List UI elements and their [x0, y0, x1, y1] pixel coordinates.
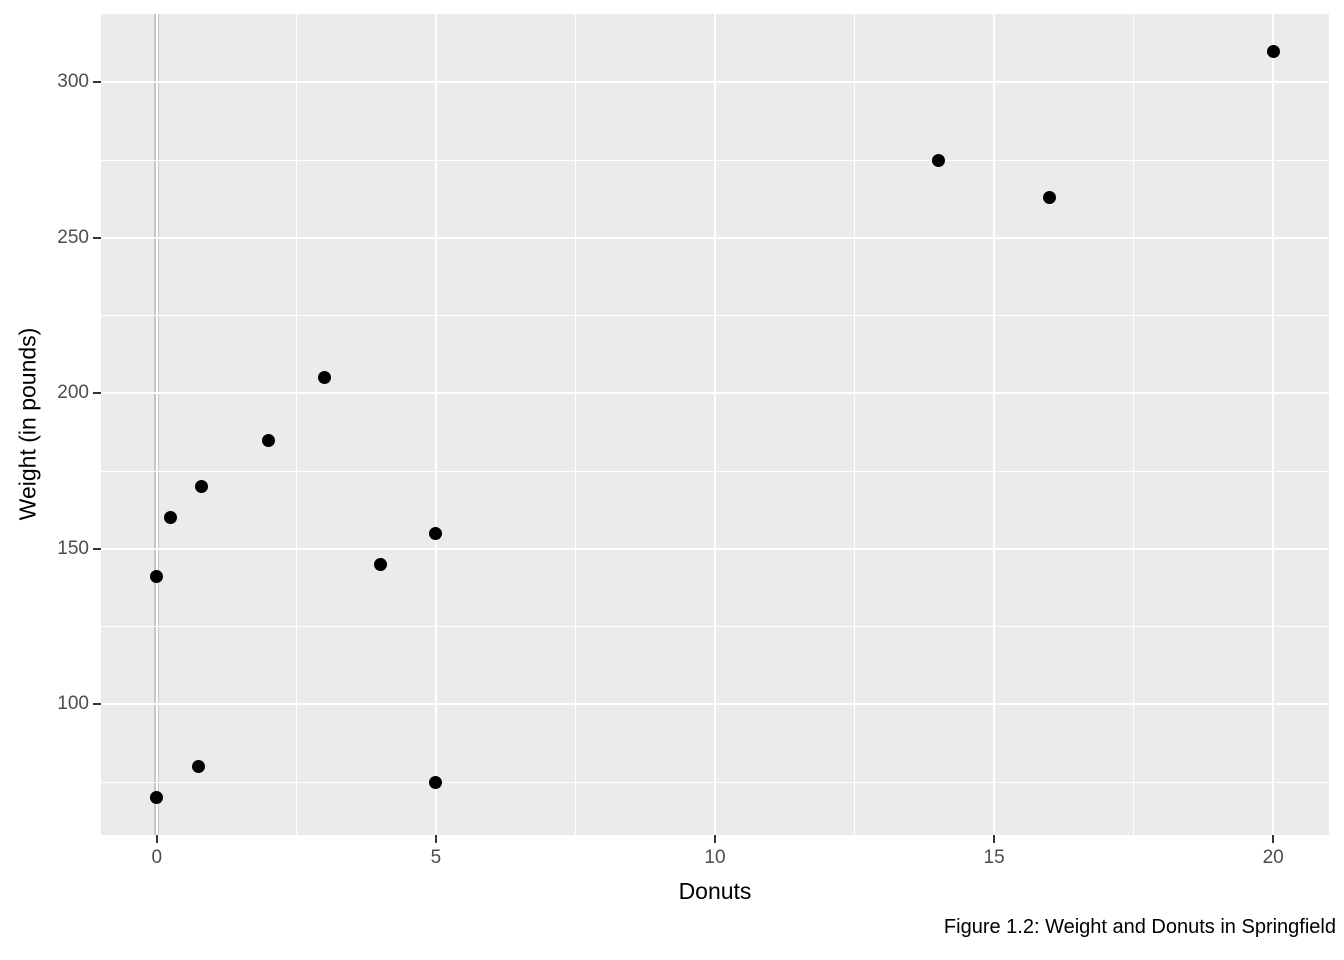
y-tick-label: 250 — [57, 226, 89, 248]
x-major-gridline — [993, 14, 996, 835]
x-major-gridline — [714, 14, 716, 835]
y-tick-mark — [93, 547, 101, 550]
y-tick-mark — [93, 392, 101, 395]
x-axis-title: Donuts — [678, 878, 752, 904]
x-tick-mark — [714, 835, 716, 843]
data-point — [317, 371, 331, 385]
y-tick-label: 300 — [57, 71, 89, 93]
x-minor-gridline — [1133, 14, 1135, 835]
x-tick-mark — [434, 835, 437, 843]
data-point — [164, 511, 178, 525]
x-minor-gridline — [574, 14, 576, 835]
data-point — [1266, 44, 1280, 58]
y-major-gridline — [101, 547, 1329, 550]
figure-caption: Figure 1.2: Weight and Donuts in Springf… — [943, 916, 1336, 938]
x-minor-gridline — [854, 14, 856, 835]
x-tick-label: 0 — [151, 847, 163, 868]
y-tick-label: 150 — [57, 537, 89, 559]
y-axis-title: Weight (in pounds) — [14, 327, 41, 521]
x-tick-mark — [993, 835, 996, 843]
x-major-gridline — [155, 14, 158, 835]
data-point — [429, 775, 443, 789]
y-major-gridline — [101, 392, 1329, 395]
y-tick-label: 100 — [57, 693, 89, 715]
x-tick-label: 10 — [704, 847, 726, 868]
y-tick-mark — [93, 703, 101, 706]
x-tick-mark — [155, 835, 158, 843]
x-tick-label: 20 — [1262, 847, 1284, 868]
x-tick-label: 5 — [430, 847, 442, 868]
data-point — [1043, 190, 1057, 204]
data-point — [373, 557, 387, 571]
y-tick-mark — [93, 81, 101, 84]
data-point — [192, 760, 206, 774]
y-major-gridline — [101, 236, 1329, 239]
x-major-gridline — [434, 14, 437, 835]
y-tick-mark — [93, 236, 101, 239]
y-major-gridline — [101, 703, 1329, 706]
y-major-gridline — [101, 81, 1329, 84]
data-point — [150, 791, 164, 805]
data-point — [150, 570, 164, 584]
x-major-gridline — [1272, 14, 1275, 835]
plot-panel — [101, 14, 1329, 835]
x-minor-gridline — [295, 14, 297, 835]
y-tick-label: 200 — [57, 382, 89, 404]
x-tick-label: 15 — [983, 847, 1005, 868]
data-point — [261, 433, 275, 447]
x-tick-mark — [1272, 835, 1275, 843]
data-point — [931, 153, 945, 167]
data-point — [429, 526, 443, 540]
data-point — [194, 480, 208, 494]
